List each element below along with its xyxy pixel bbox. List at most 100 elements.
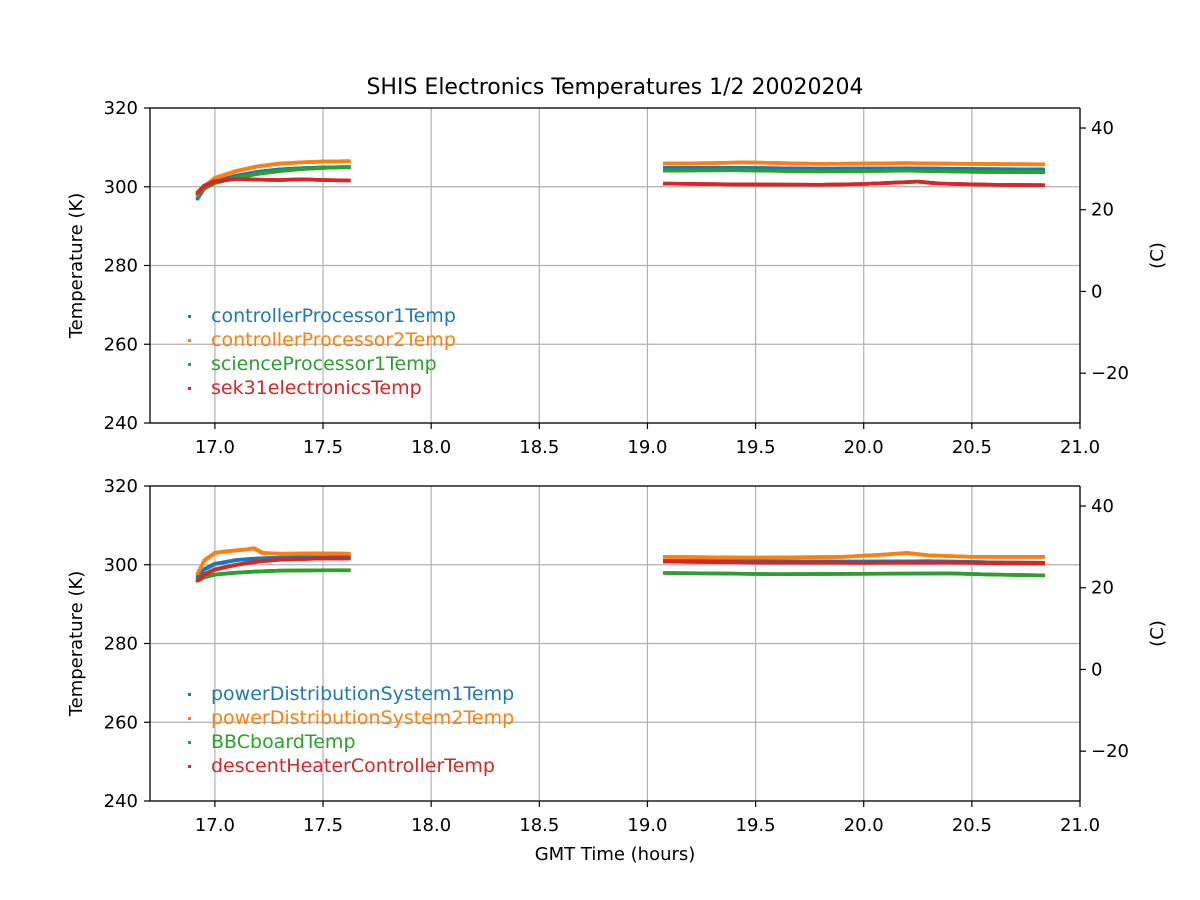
x-tick-label: 17.0 xyxy=(195,815,235,836)
legend: powerDistributionSystem1TemppowerDistrib… xyxy=(188,683,514,777)
data-point xyxy=(1041,561,1046,566)
legend-label: powerDistributionSystem1Temp xyxy=(211,683,514,705)
legend-marker xyxy=(188,741,191,744)
legend-marker xyxy=(188,387,191,390)
legend-label: controllerProcessor2Temp xyxy=(211,329,456,351)
y2-axis: 40 20 0 −20 (C) xyxy=(1080,496,1168,762)
y2-tick-label: 0 xyxy=(1091,281,1102,302)
legend-label: powerDistributionSystem2Temp xyxy=(211,707,514,729)
y-axis: 240 260 280 300 320 Temperature (K) xyxy=(66,98,150,434)
y2-tick-label: 20 xyxy=(1091,200,1114,221)
x-tick-label: 20.0 xyxy=(844,815,884,836)
data-point xyxy=(347,159,351,163)
legend-item: descentHeaterControllerTemp xyxy=(188,755,495,777)
legend-label: descentHeaterControllerTemp xyxy=(211,755,495,777)
axes-frame xyxy=(149,485,1081,802)
x-tick-label: 18.5 xyxy=(519,437,559,458)
x-tick-label: 19.0 xyxy=(627,437,667,458)
y2-tick-label: −20 xyxy=(1091,741,1129,762)
y2-axis-title: (C) xyxy=(1147,620,1168,647)
data-point xyxy=(200,561,205,566)
legend-item: controllerProcessor2Temp xyxy=(188,329,456,351)
series-scienceProcessor1Temp xyxy=(195,165,1046,196)
y-tick-label: 320 xyxy=(104,98,138,119)
legend-label: scienceProcessor1Temp xyxy=(211,353,437,375)
x-tick-label: 20.5 xyxy=(952,437,992,458)
y2-tick-label: 0 xyxy=(1091,659,1102,680)
x-tick-label: 18.0 xyxy=(411,437,451,458)
legend-item: BBCboardTemp xyxy=(188,731,356,753)
x-tick-label: 19.5 xyxy=(736,437,776,458)
legend-marker xyxy=(188,339,191,342)
y2-axis-title: (C) xyxy=(1147,242,1168,269)
y2-tick-label: 40 xyxy=(1091,496,1114,517)
data-point xyxy=(1041,183,1046,187)
y-tick-label: 260 xyxy=(104,334,138,355)
data-point xyxy=(1041,573,1046,578)
y-axis: 240 260 280 300 320 Temperature (K) xyxy=(66,476,150,812)
legend-item: scienceProcessor1Temp xyxy=(188,353,437,375)
y-tick-label: 300 xyxy=(104,177,138,198)
x-tick-label: 17.5 xyxy=(303,437,343,458)
legend-marker xyxy=(188,363,191,366)
legend-item: sek31electronicsTemp xyxy=(188,377,422,399)
x-axis: 17.0 17.5 18.0 18.5 19.0 19.5 20.0 20.5 21.0 xyxy=(195,801,1100,836)
x-tick-label: 19.0 xyxy=(627,815,667,836)
x-tick-label: 21.0 xyxy=(1060,815,1100,836)
x-tick-label: 20.0 xyxy=(844,437,884,458)
y-axis-title: Temperature (K) xyxy=(66,193,87,340)
legend-label: controllerProcessor1Temp xyxy=(211,305,456,327)
series-BBCboardTemp xyxy=(195,568,1046,583)
series-controllerProcessor2Temp xyxy=(195,159,1046,197)
x-tick-label: 18.0 xyxy=(411,815,451,836)
x-axis: 17.0 17.5 18.0 18.5 19.0 19.5 20.0 20.5 21.0 xyxy=(195,423,1100,458)
data-point xyxy=(1041,555,1046,559)
y-tick-label: 260 xyxy=(104,712,138,733)
data-marks xyxy=(195,546,1046,583)
data-point xyxy=(347,568,351,573)
x-axis-title: GMT Time (hours) xyxy=(535,844,696,865)
data-point xyxy=(197,569,201,573)
series-powerDistributionSystem2Temp xyxy=(195,546,1046,576)
y2-tick-label: 20 xyxy=(1091,578,1114,599)
y2-tick-label: −20 xyxy=(1091,363,1129,384)
legend-marker xyxy=(188,717,191,720)
data-marks xyxy=(195,159,1046,201)
y2-axis: 40 20 0 −20 (C) xyxy=(1080,118,1168,384)
y-tick-label: 240 xyxy=(104,413,138,434)
data-point xyxy=(199,564,204,568)
data-point xyxy=(1041,167,1046,172)
x-tick-label: 17.5 xyxy=(303,815,343,836)
legend-item: powerDistributionSystem1Temp xyxy=(188,683,514,705)
data-point xyxy=(197,194,201,199)
legend-item: controllerProcessor1Temp xyxy=(188,305,456,327)
legend-item: powerDistributionSystem2Temp xyxy=(188,707,514,729)
legend-marker xyxy=(188,765,191,768)
y-tick-label: 240 xyxy=(104,791,138,812)
legend: controllerProcessor1TempcontrollerProces… xyxy=(188,305,456,399)
y-tick-label: 280 xyxy=(104,256,138,277)
y-tick-label: 320 xyxy=(104,476,138,497)
chart-title: SHIS Electronics Temperatures 1/2 200202… xyxy=(366,75,863,100)
data-point xyxy=(1041,170,1046,174)
x-tick-label: 21.0 xyxy=(1060,437,1100,458)
axes-frame xyxy=(149,107,1081,424)
y-tick-label: 300 xyxy=(104,555,138,576)
legend-marker xyxy=(188,693,191,696)
y-axis-title: Temperature (K) xyxy=(66,571,87,718)
legend-label: BBCboardTemp xyxy=(211,731,356,753)
y-tick-label: 280 xyxy=(104,634,138,655)
data-point xyxy=(347,556,351,561)
data-point xyxy=(195,571,200,576)
x-tick-label: 17.0 xyxy=(195,437,235,458)
bottom-panel: 17.0 17.5 18.0 18.5 19.0 19.5 20.0 20.5 21.02402… xyxy=(66,476,1168,836)
legend-label: sek31electronicsTemp xyxy=(211,377,422,399)
series-descentHeaterControllerTemp xyxy=(195,556,1046,583)
x-tick-label: 20.5 xyxy=(952,815,992,836)
data-point xyxy=(1041,162,1046,167)
legend-marker xyxy=(188,315,191,318)
data-point xyxy=(198,566,202,571)
data-point xyxy=(347,165,351,169)
